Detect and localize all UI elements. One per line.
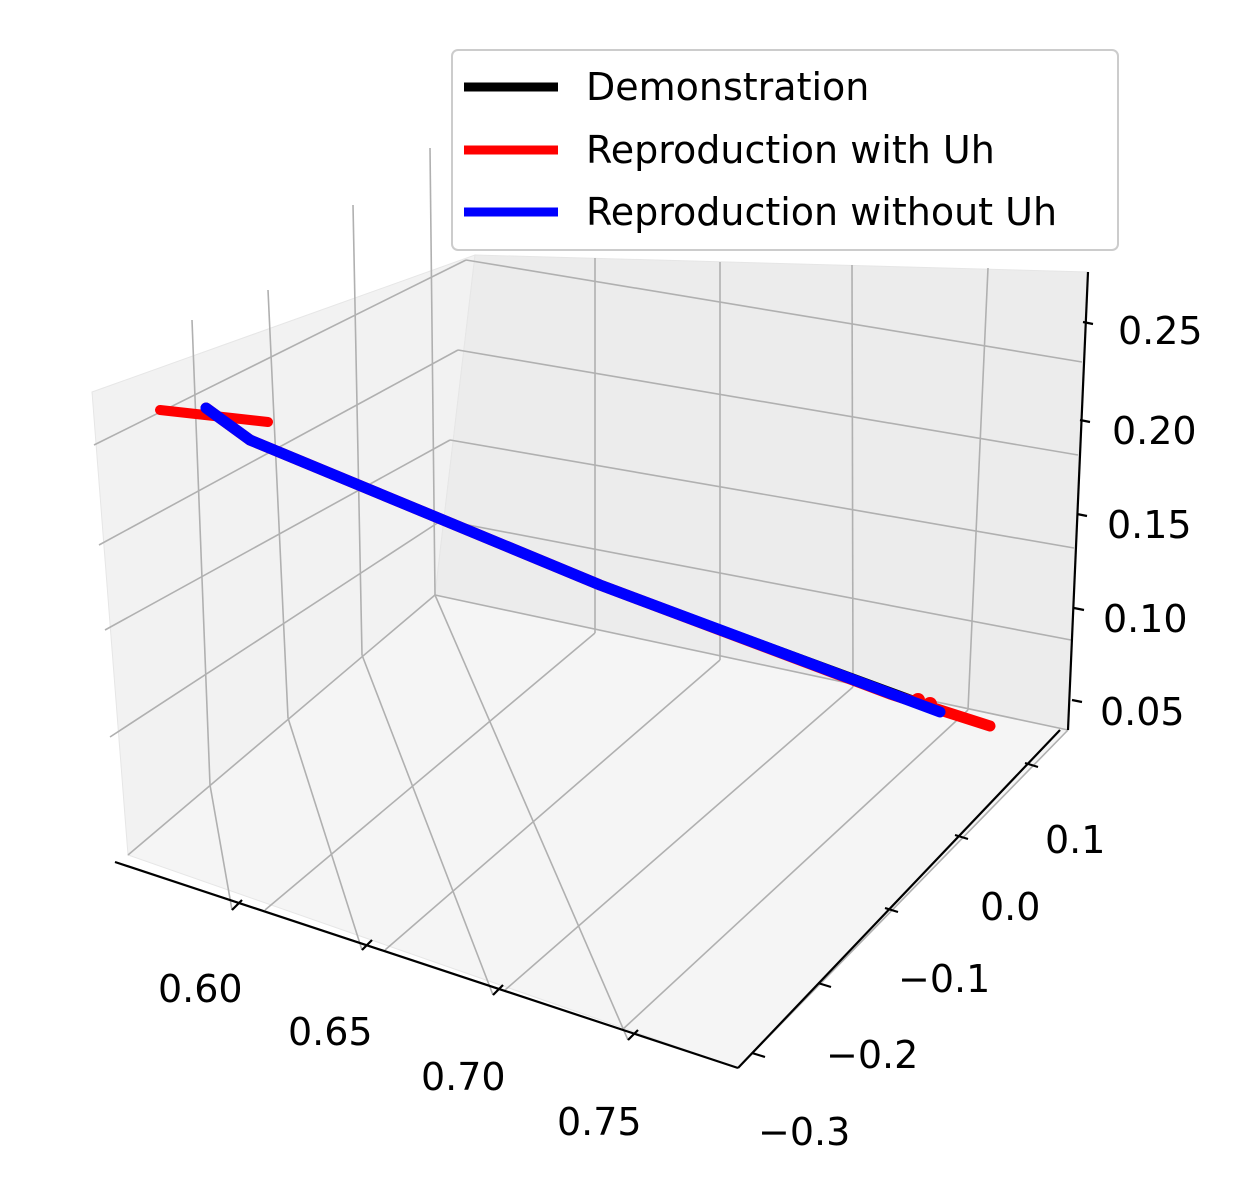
- z-tick-label: 0.25: [1118, 309, 1203, 353]
- y-tick-labels: −0.3 −0.2 −0.1 0.0 0.1: [758, 818, 1105, 1154]
- y-tick-label: 0.0: [980, 885, 1040, 929]
- legend-label: Reproduction without Uh: [586, 190, 1057, 234]
- z-axis-line: [1066, 271, 1090, 731]
- x-tick-label: 0.70: [421, 1055, 506, 1099]
- legend-label: Reproduction with Uh: [586, 128, 995, 172]
- z-tick-label: 0.15: [1107, 503, 1192, 547]
- z-tick-label: 0.10: [1103, 597, 1188, 641]
- y-tick-label: −0.1: [898, 957, 990, 1001]
- series-layer: [155, 402, 996, 732]
- legend: Demonstration Reproduction with Uh Repro…: [451, 49, 1119, 251]
- axes-lines: [114, 271, 1094, 1070]
- x-tick-label: 0.60: [158, 967, 243, 1011]
- legend-frame: [451, 49, 1119, 251]
- x-tick-label: 0.65: [288, 1010, 373, 1054]
- y-tick-label: −0.3: [758, 1110, 850, 1154]
- x-tick-label: 0.75: [557, 1100, 642, 1144]
- legend-label: Demonstration: [586, 65, 869, 109]
- y-tick-label: −0.2: [826, 1033, 918, 1077]
- y-axis-line: [737, 729, 1061, 1069]
- z-tick-label: 0.20: [1112, 409, 1197, 453]
- z-tick-label: 0.05: [1100, 690, 1185, 734]
- x-tick-labels: 0.60 0.65 0.70 0.75: [158, 967, 642, 1144]
- grid: [93, 147, 1083, 1069]
- z-tick-labels: 0.05 0.10 0.15 0.20 0.25: [1100, 309, 1203, 734]
- series-reproduction-without-uh: [200, 402, 946, 718]
- axes-panes: [91, 254, 1089, 1069]
- y-tick-label: 0.1: [1045, 818, 1105, 862]
